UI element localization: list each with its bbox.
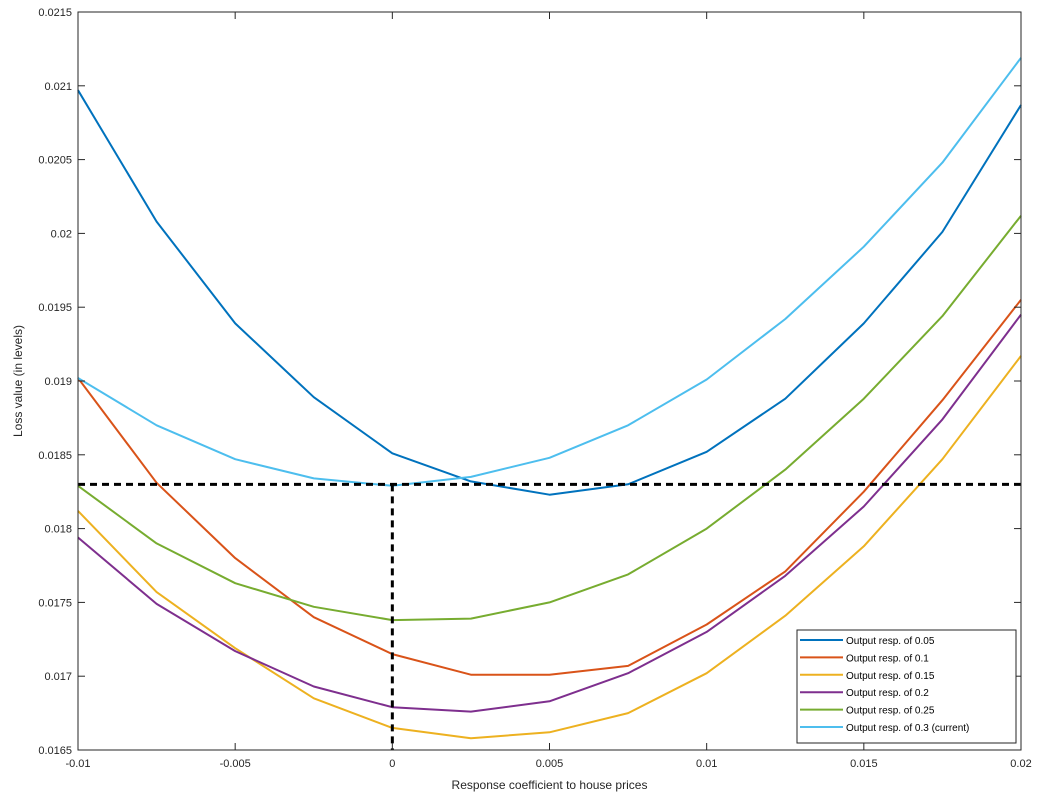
x-tick-label: -0.01 xyxy=(65,758,90,770)
x-tick-label: 0.02 xyxy=(1010,758,1031,770)
x-tick-label: 0.01 xyxy=(696,758,717,770)
legend-label-1: Output resp. of 0.1 xyxy=(846,653,929,664)
y-tick-label: 0.0215 xyxy=(38,7,72,19)
legend-label-0: Output resp. of 0.05 xyxy=(846,636,935,647)
series-lines xyxy=(77,57,1022,740)
y-tick-labels: 0.0165 0.017 0.0175 0.018 0.0185 0.019 0.0195 0… xyxy=(38,7,72,757)
x-tick-label: 0.005 xyxy=(536,758,564,770)
series-line-5 xyxy=(77,57,1022,487)
x-axis-label: Response coefficient to house prices xyxy=(452,778,648,792)
legend-label-5: Output resp. of 0.3 (current) xyxy=(846,723,969,734)
y-tick-label: 0.0205 xyxy=(38,155,72,167)
legend-label-3: Output resp. of 0.2 xyxy=(846,688,929,699)
series-line-2 xyxy=(77,355,1022,740)
x-tick-label: -0.005 xyxy=(220,758,251,770)
legend: Output resp. of 0.05 Output resp. of 0.1 O… xyxy=(796,629,1017,744)
y-tick-label: 0.021 xyxy=(44,81,72,93)
series-line-0 xyxy=(77,89,1022,496)
x-tick-label: 0.015 xyxy=(850,758,878,770)
y-axis-label: Loss value (in levels) xyxy=(11,325,25,437)
plot-area xyxy=(78,12,1021,750)
y-tick-label: 0.0195 xyxy=(38,302,72,314)
x-tick-label: 0 xyxy=(389,758,395,770)
reference-lines xyxy=(78,482,1021,750)
series-line-3 xyxy=(77,314,1022,713)
series-line-4 xyxy=(77,215,1022,622)
legend-label-2: Output resp. of 0.15 xyxy=(846,671,935,682)
y-tick-label: 0.018 xyxy=(44,524,72,536)
series-line-1 xyxy=(77,299,1022,676)
y-tick-label: 0.0185 xyxy=(38,450,72,462)
axis-ticks xyxy=(77,11,1022,751)
y-tick-label: 0.017 xyxy=(44,671,72,683)
legend-box xyxy=(796,629,1017,744)
x-tick-labels: -0.01 -0.005 0 0.005 0.01 0.015 0.02 xyxy=(65,758,1031,770)
y-tick-label: 0.02 xyxy=(51,228,72,240)
y-tick-label: 0.0175 xyxy=(38,597,72,609)
legend-label-4: Output resp. of 0.25 xyxy=(846,706,935,717)
y-tick-label: 0.019 xyxy=(44,376,72,388)
y-tick-label: 0.0165 xyxy=(38,745,72,757)
